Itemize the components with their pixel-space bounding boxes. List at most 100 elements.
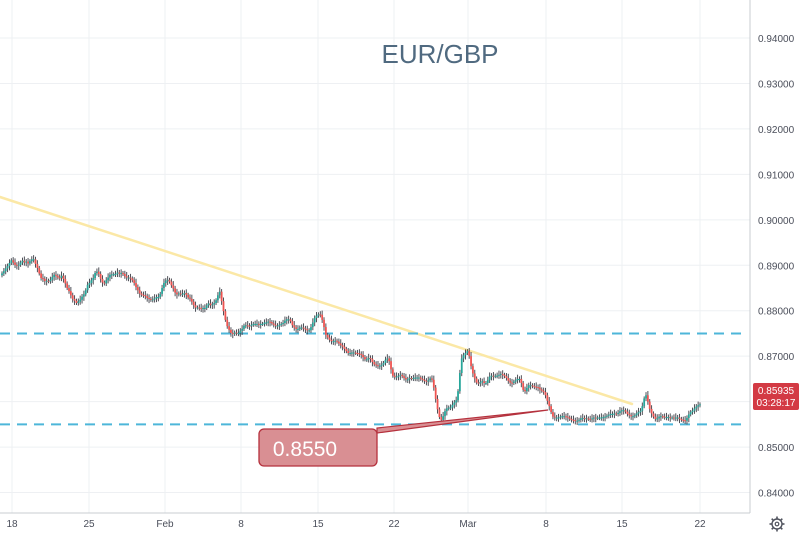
candle-body <box>263 322 266 324</box>
candle <box>472 363 474 378</box>
candle-body <box>434 387 437 399</box>
candle <box>332 338 335 345</box>
candle-body <box>660 416 662 418</box>
candle <box>388 355 391 365</box>
candle-body <box>272 323 275 325</box>
x-tick-label: Mar <box>459 519 477 530</box>
candle-body <box>511 382 513 384</box>
candle-body <box>488 376 491 380</box>
candle-body <box>56 275 59 278</box>
candle-body <box>101 278 104 283</box>
candle <box>256 319 258 328</box>
candle-body <box>341 345 344 347</box>
candle-body <box>587 418 590 420</box>
candle-body <box>671 417 673 419</box>
candle-body <box>458 373 461 392</box>
candle-body <box>486 379 489 383</box>
candle <box>539 383 541 394</box>
candle <box>123 270 126 279</box>
candle <box>153 294 156 303</box>
candle-body <box>395 376 398 378</box>
candle <box>505 373 508 381</box>
candle <box>674 413 677 422</box>
candle-body <box>645 395 647 399</box>
candle-body <box>485 383 487 384</box>
candle <box>615 411 618 416</box>
candle-body <box>464 353 467 356</box>
candle-body <box>338 341 340 344</box>
candle <box>215 298 217 306</box>
candle <box>82 290 85 301</box>
candle <box>565 413 567 421</box>
candle <box>306 325 309 335</box>
candle <box>218 287 221 299</box>
candle-body <box>261 323 264 325</box>
candle <box>343 342 346 354</box>
candle <box>263 319 266 327</box>
candle <box>101 275 104 287</box>
candle-body <box>438 409 441 418</box>
x-tick-label: Feb <box>156 519 174 530</box>
candle-body <box>390 361 392 370</box>
candle <box>138 286 141 298</box>
candle-body <box>285 319 288 321</box>
price-label-group: 0.85935 03:28:17 <box>753 383 799 410</box>
candle-body <box>181 293 184 295</box>
candle <box>593 414 595 423</box>
candle <box>161 284 163 297</box>
candle-body <box>457 391 459 401</box>
candle-body <box>64 278 67 284</box>
candle-body <box>691 410 694 413</box>
candle-body <box>278 324 281 326</box>
candle <box>518 376 521 383</box>
candle-body <box>451 404 454 408</box>
candle <box>38 265 41 276</box>
candle <box>579 415 582 423</box>
candle <box>69 286 72 299</box>
candle <box>477 379 480 387</box>
candle-body <box>34 259 37 264</box>
candle <box>399 371 402 380</box>
candle <box>12 257 15 266</box>
candle <box>287 315 290 324</box>
candle <box>304 325 307 334</box>
candle-body <box>481 381 484 383</box>
candle-body <box>151 299 154 301</box>
candle <box>36 260 39 273</box>
candle <box>79 295 82 305</box>
candle-body <box>38 268 41 274</box>
candle-body <box>401 374 404 377</box>
settings-gear-icon[interactable] <box>769 516 785 532</box>
candle <box>140 291 143 297</box>
candle <box>53 272 56 281</box>
candle <box>84 288 87 297</box>
candle-body <box>265 322 268 324</box>
candle-body <box>557 417 560 419</box>
candle-body <box>345 348 348 352</box>
candle-body <box>123 273 126 277</box>
candle-body <box>364 357 366 360</box>
candle-body <box>259 323 262 325</box>
candle-body <box>29 261 31 264</box>
candle <box>66 281 69 291</box>
candle <box>624 408 627 414</box>
candle <box>594 413 597 423</box>
candle <box>364 355 366 362</box>
candle-body <box>555 417 558 419</box>
candle-body <box>594 417 597 419</box>
candle-body <box>45 280 48 282</box>
candle <box>566 412 569 422</box>
candle <box>166 276 169 285</box>
candle <box>632 412 634 421</box>
candle <box>691 407 694 415</box>
candle <box>176 288 178 299</box>
candle <box>377 361 379 369</box>
candle-body <box>596 417 599 419</box>
candle-body <box>256 323 258 325</box>
candle-body <box>403 376 405 378</box>
candle-body <box>2 271 5 274</box>
candle-body <box>306 329 309 331</box>
annotation-box[interactable] <box>258 428 378 467</box>
candle <box>246 321 249 329</box>
candle-body <box>630 415 633 417</box>
